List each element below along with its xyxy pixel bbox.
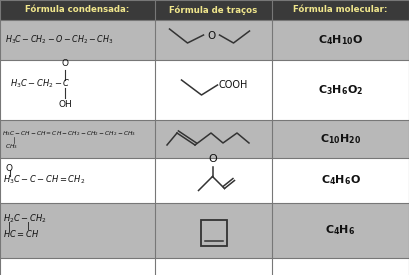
Text: $H_3C-C-CH=CH_2$: $H_3C-C-CH=CH_2$ [3, 173, 85, 186]
Text: COOH: COOH [218, 80, 248, 90]
Text: $CH_3$: $CH_3$ [5, 142, 18, 152]
Text: $H_2C-CH_2$: $H_2C-CH_2$ [3, 212, 47, 225]
Text: $H_3C-CH_2-C$: $H_3C-CH_2-C$ [10, 78, 71, 90]
Text: O: O [207, 31, 216, 41]
Text: OH: OH [58, 100, 72, 109]
Text: $H_3C-CH-CH=CH-CH_2-CH_2-CH_2-CH_3$: $H_3C-CH-CH=CH-CH_2-CH_2-CH_2-CH_3$ [2, 130, 136, 138]
Text: Fórmula condensada:: Fórmula condensada: [25, 6, 130, 15]
Text: $H_3C-CH_2-O-CH_2-CH_3$: $H_3C-CH_2-O-CH_2-CH_3$ [5, 34, 114, 46]
Bar [200, 219, 227, 246]
Text: $\mathbf{C_{10}H_{20}}$: $\mathbf{C_{10}H_{20}}$ [320, 132, 361, 146]
Bar [0, 0, 409, 20]
Text: O: O [61, 59, 68, 68]
Text: O: O [208, 153, 217, 164]
Bar [0, 203, 409, 258]
Bar [0, 60, 409, 120]
Text: $\mathbf{C_3H_6O_2}$: $\mathbf{C_3H_6O_2}$ [318, 83, 363, 97]
Text: Fórmula de traços: Fórmula de traços [169, 5, 258, 15]
Bar [0, 20, 409, 60]
Text: Fórmula molecular:: Fórmula molecular: [293, 6, 388, 15]
Text: $\mathbf{C_4H_{10}O}$: $\mathbf{C_4H_{10}O}$ [318, 33, 363, 47]
Text: O: O [6, 164, 13, 173]
Text: $\mathbf{C_4H_6O}$: $\mathbf{C_4H_6O}$ [321, 174, 360, 187]
Text: $\mathbf{C_4H_6}$: $\mathbf{C_4H_6}$ [325, 224, 356, 237]
Text: $HC=CH$: $HC=CH$ [3, 228, 39, 239]
Bar [0, 158, 409, 203]
Bar [0, 120, 409, 158]
